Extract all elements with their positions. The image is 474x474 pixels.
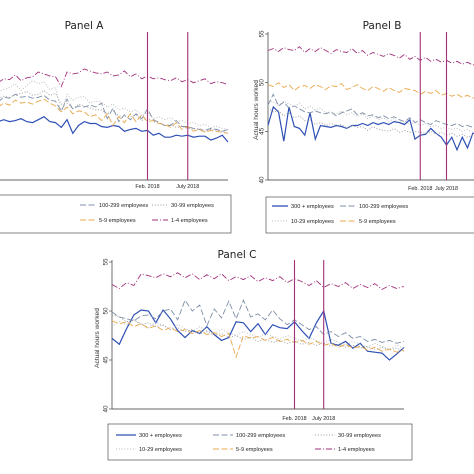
legend-label: 1-4 employees: [171, 218, 208, 224]
panel-c-title: Panel C: [218, 249, 257, 261]
event-label: July 2018: [312, 416, 335, 422]
panel-a-legend-box: [0, 194, 232, 234]
panel-c-plot: 40 45 50 55 Feb. 2018 July 2018: [103, 258, 405, 422]
series-line-10-29-employees: [111, 319, 405, 350]
series-line-300-employees: [0, 115, 229, 143]
panel-b: Panel B Actual hours worked 40 45 50 55 Feb.…: [253, 20, 474, 234]
panel-c-legend: 300 + employees 100-299 employees 30-99 em…: [116, 433, 381, 453]
series-line-30-99-employees: [267, 107, 474, 138]
y-tick-label: 55: [259, 30, 266, 38]
y-tick-label: 45: [259, 127, 266, 135]
legend-label: 30-99 employees: [171, 203, 214, 209]
y-tick-label: 45: [103, 356, 110, 364]
legend-label: 5-9 employees: [99, 218, 136, 224]
panel-b-y-axis-label: Actual hours worked: [253, 80, 260, 140]
y-tick-label: 40: [103, 405, 110, 413]
panel-c-y-axis-label: Actual hours worked: [94, 308, 101, 368]
event-label: July 2018: [176, 184, 199, 190]
panel-a: Panel A Feb. 2018 July 2018 100-299 emplo…: [0, 20, 232, 234]
series-line-5-9-employees: [0, 98, 229, 134]
legend-label: 100-299 employees: [359, 204, 408, 210]
legend-label: 300 + employees: [139, 433, 182, 439]
series-line-100-299-employees: [0, 93, 229, 132]
series-line-5-9-employees: [267, 82, 474, 99]
panel-a-legend: 100-299 employees 30-99 employees 5-9 empl…: [80, 203, 214, 224]
series-line-1-4-employees: [0, 68, 229, 88]
series-line-30-99-employees: [111, 314, 405, 352]
series-line-5-9-employees: [111, 320, 405, 359]
legend-label: 5-9 employees: [236, 447, 273, 453]
event-label: July 2018: [435, 186, 458, 192]
legend-label: 30-99 employees: [338, 433, 381, 439]
panel-a-title: Panel A: [65, 20, 105, 32]
panel-b-legend: 300 + employees 100-299 employees 10-29 em…: [272, 204, 408, 225]
event-label: Feb. 2018: [408, 186, 432, 192]
series-line-1-4-employees: [267, 46, 474, 66]
y-tick-label: 50: [259, 79, 266, 87]
legend-label: 1-4 employees: [338, 447, 375, 453]
series-line-100-299-employees: [267, 93, 474, 128]
legend-label: 10-29 employees: [139, 447, 182, 453]
panel-c: Panel C Actual hours worked 40 45 50 55 Feb.…: [94, 249, 413, 461]
legend-label: 100-299 employees: [236, 433, 285, 439]
legend-label: 5-9 employees: [359, 219, 396, 225]
y-tick-label: 55: [103, 258, 110, 266]
legend-label: 100-299 employees: [99, 203, 148, 209]
series-line-300-employees: [267, 105, 474, 152]
event-label: Feb. 2018: [282, 416, 306, 422]
event-label: Feb. 2018: [135, 184, 159, 190]
series-line-300-employees: [111, 308, 405, 361]
series-line-100-299-employees: [111, 299, 405, 344]
panel-b-title: Panel B: [363, 20, 402, 32]
legend-label: 10-29 employees: [291, 219, 334, 225]
panel-a-plot: Feb. 2018 July 2018: [0, 32, 229, 190]
series-line-30-99-employees: [0, 89, 229, 134]
panel-b-plot: 40 45 50 55 Feb. 2018 July 2018: [259, 30, 474, 192]
series-line-1-4-employees: [111, 272, 405, 290]
panel-c-legend-box: [107, 423, 413, 461]
y-tick-label: 40: [259, 176, 266, 184]
y-tick-label: 50: [103, 307, 110, 315]
legend-label: 300 + employees: [291, 204, 334, 210]
panel-b-legend-box: [265, 196, 474, 234]
